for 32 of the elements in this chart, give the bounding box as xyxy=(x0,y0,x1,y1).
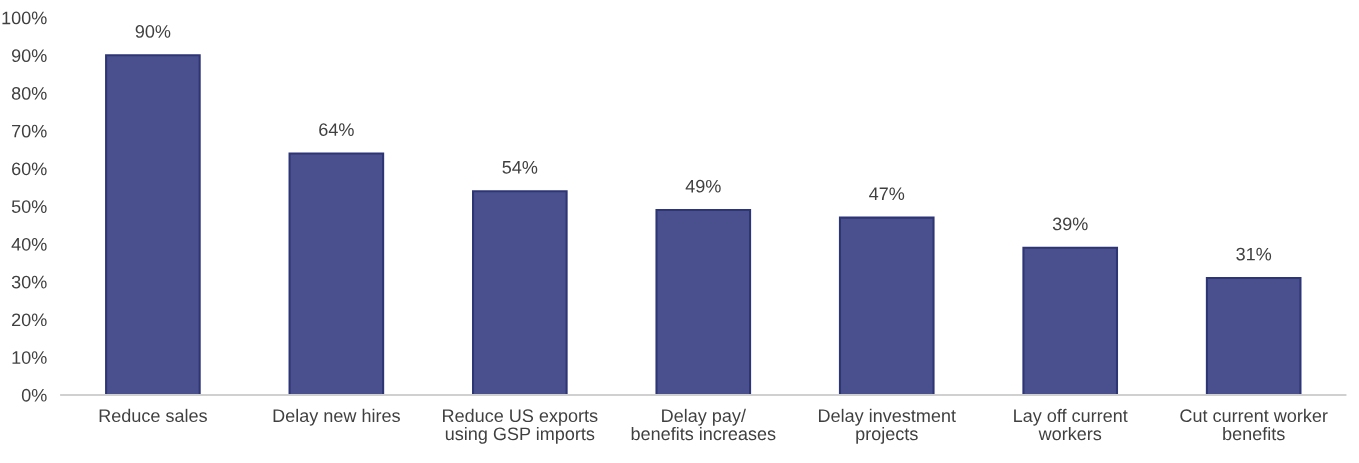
data-label: 39% xyxy=(1052,217,1088,231)
x-tick-label: Delay investment projects xyxy=(818,408,956,444)
bar xyxy=(1205,276,1302,395)
y-tick-label: 10% xyxy=(12,351,47,364)
y-tick-label: 30% xyxy=(11,275,47,289)
y-tick-label: 50% xyxy=(11,200,47,213)
x-tick-label: Delay pay/ benefits increases xyxy=(631,408,776,441)
x-tick-label: Reduce sales xyxy=(99,408,207,423)
bar xyxy=(471,190,568,395)
y-tick-label: 40% xyxy=(11,237,47,251)
data-label: 64% xyxy=(319,123,354,136)
bar xyxy=(655,209,752,395)
y-tick-label: 90% xyxy=(11,49,47,63)
data-label: 49% xyxy=(685,179,721,193)
x-tick-label: Reduce US exports using GSP imports xyxy=(443,408,598,444)
x-tick-label: Delay new hires xyxy=(273,408,400,426)
data-label: 90% xyxy=(135,25,171,38)
x-tick-label: Cut current worker benefits xyxy=(1180,408,1328,441)
bar xyxy=(1022,246,1119,395)
y-tick-label: 0% xyxy=(21,388,47,402)
data-label: 31% xyxy=(1236,247,1272,261)
y-tick-label: 60% xyxy=(12,162,47,176)
bar xyxy=(838,216,935,395)
data-label: 47% xyxy=(869,187,905,201)
y-tick-label: 70% xyxy=(12,124,47,138)
y-tick-label: 20% xyxy=(12,313,47,327)
x-tick-label: Lay off current workers xyxy=(1014,408,1128,441)
bar xyxy=(105,54,201,395)
bar xyxy=(288,152,385,395)
y-tick-label: 100% xyxy=(2,11,47,25)
data-label: 54% xyxy=(502,161,538,174)
y-tick-label: 80% xyxy=(11,87,47,100)
